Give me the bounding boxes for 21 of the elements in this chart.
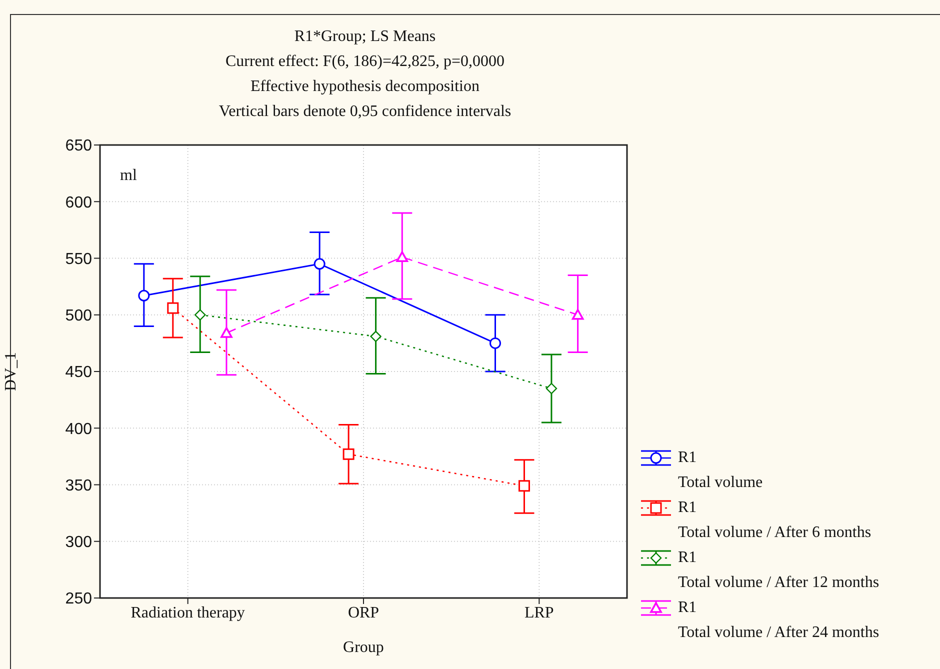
legend-label: R1 Total volume / After 12 months [677, 548, 880, 593]
y-tick-label: 600 [65, 194, 92, 212]
y-tick-label: 400 [65, 420, 92, 438]
legend-label: R1 Total volume [677, 448, 764, 493]
x-tick-label: ORP [348, 604, 380, 622]
y-tick-label: 500 [65, 308, 92, 325]
chart-title: R1*Group; LS Means [293, 27, 437, 47]
y-tick-label: 350 [65, 477, 92, 494]
chart-subtitle: Current effect: F(6, 186)=42,825, p=0,0000 Effective hypothesis decomposition Vertical bars denote 0,95 confidence intervals [218, 52, 512, 122]
y-tick-label: 550 [65, 250, 92, 268]
x-tick-label: Radiation therapy [130, 604, 245, 622]
annotation: ml [120, 167, 138, 184]
x-axis-title: Group [343, 639, 384, 656]
y-axis-title: DV_1 [2, 352, 20, 392]
y-tick-label: 450 [65, 364, 92, 382]
y-tick-label: 250 [65, 590, 92, 608]
legend-label: R1 Total volume / After 24 months [677, 598, 880, 643]
y-tick-label: 650 [65, 138, 92, 155]
legend-label: R1 Total volume / After 6 months [677, 498, 872, 543]
x-tick-label: LRP [524, 604, 554, 622]
y-tick-label: 300 [65, 534, 92, 552]
